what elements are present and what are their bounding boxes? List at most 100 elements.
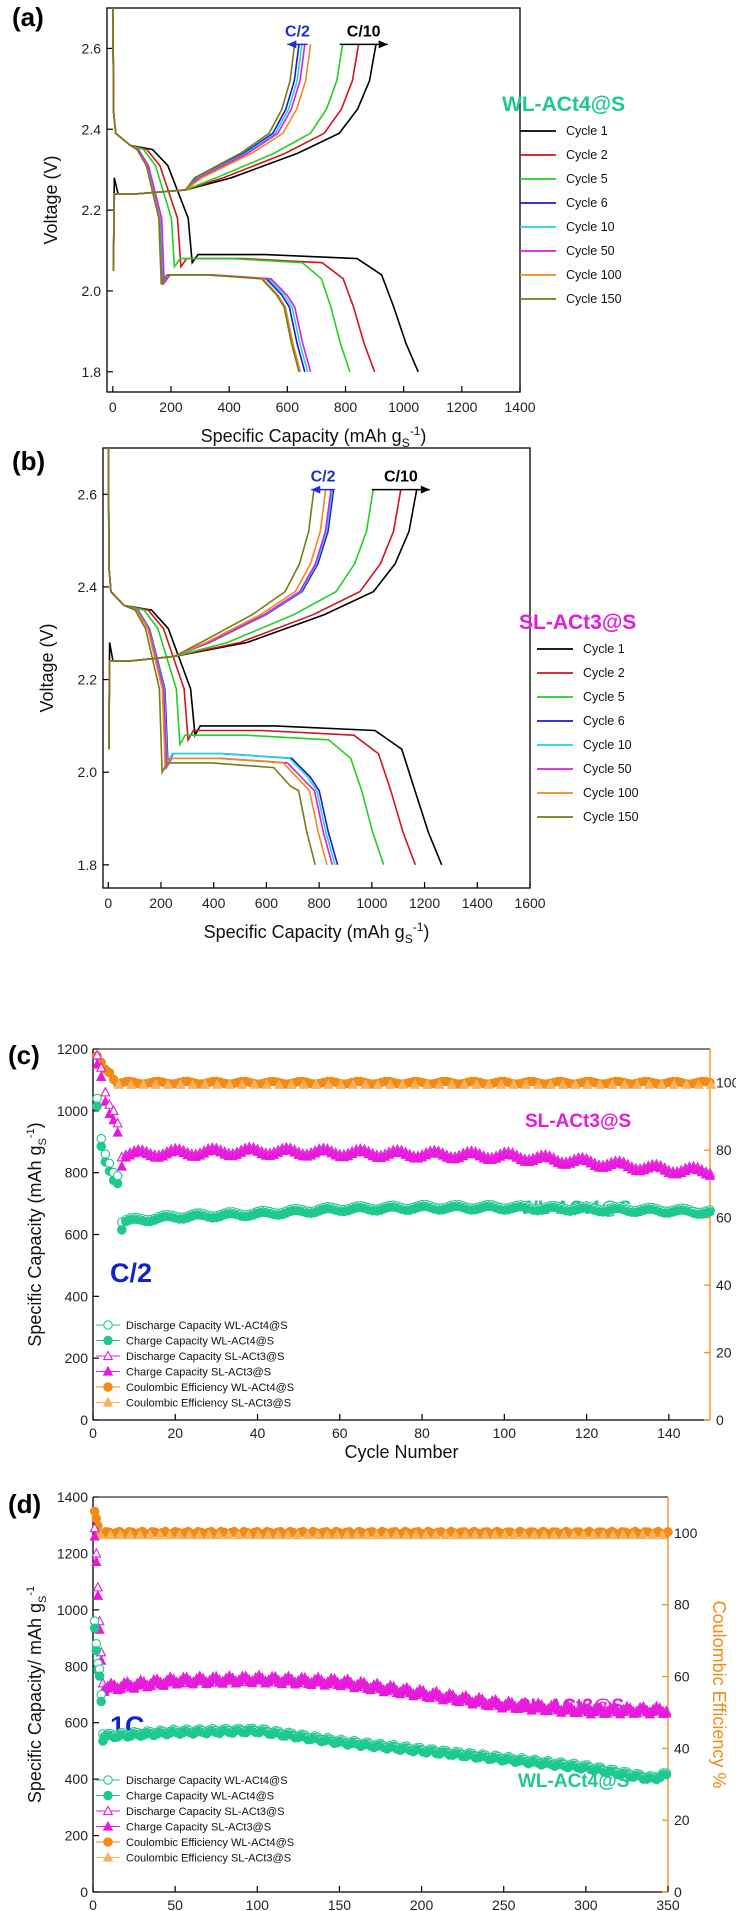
marker-triangle xyxy=(213,1529,225,1540)
marker-circle xyxy=(104,1158,115,1169)
marker-triangle xyxy=(96,1071,107,1081)
x-tick-label: 150 xyxy=(328,1897,352,1911)
marker-triangle xyxy=(661,1707,672,1718)
sl-series-label: SL-ACt3@S xyxy=(525,1111,631,1132)
rate-arrow-head xyxy=(378,40,388,49)
sample-title: WL-ACt4@S xyxy=(502,93,625,116)
y2-tick-label: 40 xyxy=(716,1277,732,1293)
marker-triangle xyxy=(175,1078,186,1089)
marker-triangle xyxy=(144,1529,156,1540)
marker-triangle xyxy=(656,1078,667,1089)
marker-triangle xyxy=(262,1529,274,1540)
sl-capacity-series xyxy=(91,1049,716,1180)
marker-triangle xyxy=(174,1529,185,1540)
legend-label: Cycle 50 xyxy=(566,244,615,258)
x-tick-label: 0 xyxy=(89,1897,97,1911)
marker-triangle xyxy=(212,1078,223,1089)
marker-triangle xyxy=(582,1078,593,1089)
sample-title: SL-ACt3@S xyxy=(519,611,636,634)
y2-tick-label: 100 xyxy=(674,1525,698,1541)
marker-circle xyxy=(96,1141,106,1152)
legend-label: Charge Capacity SL-ACt3@S xyxy=(126,1822,271,1834)
marker-triangle xyxy=(361,1529,372,1540)
legend-label: Cycle 6 xyxy=(583,714,625,728)
marker-triangle xyxy=(681,1078,692,1089)
y2-tick-label: 0 xyxy=(716,1412,724,1428)
y-axis-title: Specific Capacity/ mAh gS-1 xyxy=(25,1586,49,1803)
rate-label: C/2 xyxy=(110,1258,152,1288)
marker-triangle xyxy=(446,1078,458,1089)
legend-label: Coulombic Efficiency WL-ACt4@S xyxy=(126,1382,294,1394)
marker-circle xyxy=(117,1225,127,1235)
legend-label: Discharge Capacity SL-ACt3@S xyxy=(126,1351,285,1363)
x-tick-label: 0 xyxy=(104,895,112,911)
marker-triangle xyxy=(187,1078,198,1089)
x-axis-title: Specific Capacity (mAh gS-1) xyxy=(201,424,427,450)
marker-triangle xyxy=(335,1078,347,1089)
legend-label: Charge Capacity WL-ACt4@S xyxy=(126,1336,274,1348)
ce-series xyxy=(92,1050,717,1089)
x-tick-label: 1600 xyxy=(514,895,545,911)
marker-circle xyxy=(100,1149,111,1159)
x-tick-label: 1200 xyxy=(446,399,477,415)
legend-label: Cycle 10 xyxy=(583,738,632,752)
y-tick-label: 800 xyxy=(65,1165,89,1181)
y2-tick-label: 40 xyxy=(674,1740,690,1756)
marker-circle xyxy=(103,1382,113,1392)
marker-triangle xyxy=(372,1078,384,1089)
marker-triangle xyxy=(360,1078,371,1089)
marker-triangle xyxy=(261,1078,272,1089)
discharge-curve xyxy=(112,7,351,373)
marker-triangle xyxy=(533,1078,544,1089)
marker-triangle xyxy=(460,1529,471,1540)
discharge-curve xyxy=(112,7,306,373)
marker-triangle xyxy=(253,1529,264,1540)
y-tick-label: 800 xyxy=(65,1658,89,1674)
charge-curve xyxy=(112,44,344,271)
marker-triangle xyxy=(548,1529,560,1540)
marker-triangle xyxy=(150,1078,161,1089)
y-axis-title: Voltage (V) xyxy=(37,623,57,712)
marker-circle xyxy=(705,1207,715,1217)
y2-tick-label: 80 xyxy=(674,1597,690,1613)
marker-triangle xyxy=(112,1126,123,1137)
marker-circle xyxy=(103,1837,113,1847)
marker-triangle xyxy=(243,1529,254,1540)
legend-label: Cycle 1 xyxy=(566,124,608,138)
marker-triangle xyxy=(578,1529,589,1540)
marker-triangle xyxy=(384,1078,396,1089)
y-tick-label: 600 xyxy=(65,1715,89,1731)
marker-triangle xyxy=(381,1529,392,1540)
marker-triangle xyxy=(619,1078,630,1089)
marker-triangle xyxy=(704,1169,716,1180)
marker-triangle xyxy=(410,1529,422,1540)
marker-circle xyxy=(661,1769,672,1780)
y-tick-label: 1000 xyxy=(57,1103,88,1119)
y2-tick-label: 20 xyxy=(716,1345,732,1361)
x-tick-label: 200 xyxy=(410,1897,434,1911)
rate-arrow-label: C/2 xyxy=(311,469,336,486)
x-tick-label: 120 xyxy=(575,1425,599,1441)
y2-axis-title: Coulombic Efficiency % xyxy=(709,1601,729,1789)
charge-curve xyxy=(108,489,418,750)
discharge-curve xyxy=(112,7,312,373)
marker-triangle xyxy=(400,1529,412,1540)
marker-circle xyxy=(103,1320,113,1330)
marker-circle xyxy=(94,1671,105,1681)
panel-label: (d) xyxy=(8,1489,41,1519)
x-tick-label: 1400 xyxy=(462,895,493,911)
marker-triangle xyxy=(302,1529,313,1540)
marker-triangle xyxy=(409,1078,421,1089)
charge-curve xyxy=(108,489,315,750)
panel-1: 0 200 400 600 800 1000 1200 1400 1600 1.8 2.0 2.2 2.… xyxy=(12,446,639,946)
marker-triangle xyxy=(594,1078,606,1089)
marker-triangle xyxy=(100,1086,111,1097)
legend-label: Cycle 2 xyxy=(566,148,608,162)
marker-circle xyxy=(89,1623,100,1633)
marker-triangle xyxy=(115,1529,126,1540)
wl-series-label: WL-ACt4@S xyxy=(518,1771,629,1792)
legend-label: Cycle 1 xyxy=(583,642,625,656)
legend-label: Coulombic Efficiency SL-ACt3@S xyxy=(126,1398,291,1410)
marker-triangle xyxy=(545,1078,556,1089)
marker-triangle xyxy=(631,1078,643,1089)
